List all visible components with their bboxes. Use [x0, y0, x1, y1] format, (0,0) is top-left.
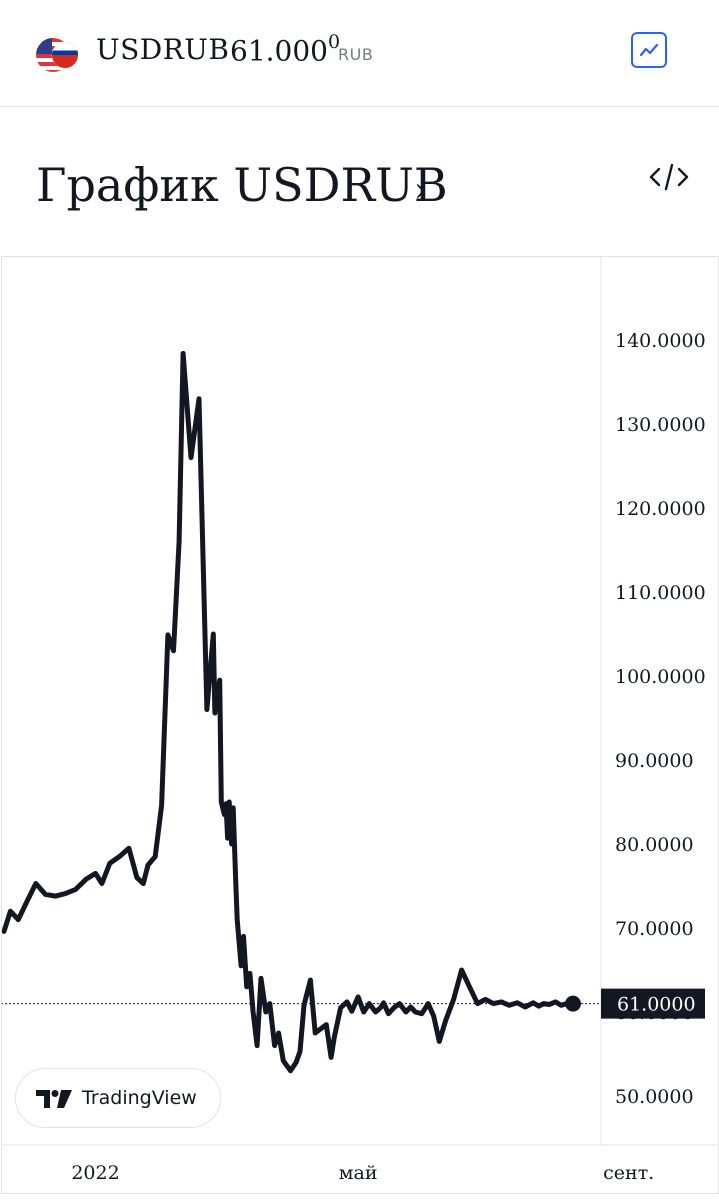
price-main: 61.000 [230, 34, 328, 68]
time-tick-label: май [339, 1162, 378, 1184]
us-ru-flag-icon [36, 38, 79, 72]
price-tick-label: 70.0000 [615, 918, 694, 940]
tradingview-badge[interactable]: TradingView [15, 1068, 221, 1128]
price-tick-label: 100.0000 [615, 666, 706, 688]
currency-code: RUB [338, 45, 374, 64]
tradingview-label: TradingView [82, 1087, 197, 1109]
line-chart-icon [639, 43, 659, 57]
symbol-header: USDRUB 61.0000 RUB [0, 0, 719, 107]
price-tick-label: 90.0000 [615, 750, 694, 772]
price-tick-label: 130.0000 [615, 414, 706, 436]
chevron-right-icon[interactable]: › [414, 170, 428, 210]
price-tick-label: 110.0000 [615, 582, 706, 604]
last-price-label-bg [601, 988, 705, 1019]
plot-area [1, 256, 601, 1144]
time-tick-label: сент. [603, 1162, 654, 1184]
tradingview-logo-icon [36, 1090, 72, 1108]
last-price-label: 61.0000 [617, 994, 696, 1016]
price-chart[interactable]: 50.000060.000070.000080.000090.0000100.0… [0, 256, 719, 1200]
chart-section-title[interactable]: График USDRUB [36, 158, 448, 212]
price-tick-label: 140.0000 [615, 330, 706, 352]
time-tick-label: 2022 [71, 1162, 119, 1184]
price-tail: 0 [327, 31, 341, 53]
price-tick-label: 50.0000 [615, 1086, 694, 1108]
price-series-line [1, 350, 576, 1074]
last-price: 61.0000 [230, 31, 341, 68]
time-axis: 2022 май сент. [71, 1162, 654, 1184]
symbol-name[interactable]: USDRUB [96, 33, 230, 66]
code-icon[interactable] [648, 160, 690, 196]
price-tick-label: 120.0000 [615, 498, 706, 520]
price-tick-label: 80.0000 [615, 834, 694, 856]
line-chart-button[interactable] [631, 32, 667, 68]
last-price-dot [565, 995, 581, 1012]
